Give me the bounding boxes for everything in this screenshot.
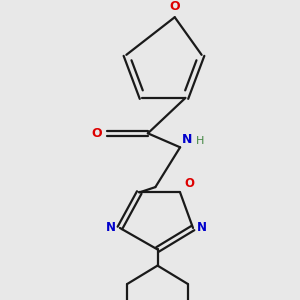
- Text: O: O: [184, 177, 194, 190]
- Text: N: N: [182, 133, 192, 146]
- Text: N: N: [197, 221, 207, 235]
- Text: N: N: [106, 221, 116, 235]
- Text: H: H: [196, 136, 204, 146]
- Text: O: O: [92, 127, 102, 140]
- Text: O: O: [169, 0, 180, 13]
